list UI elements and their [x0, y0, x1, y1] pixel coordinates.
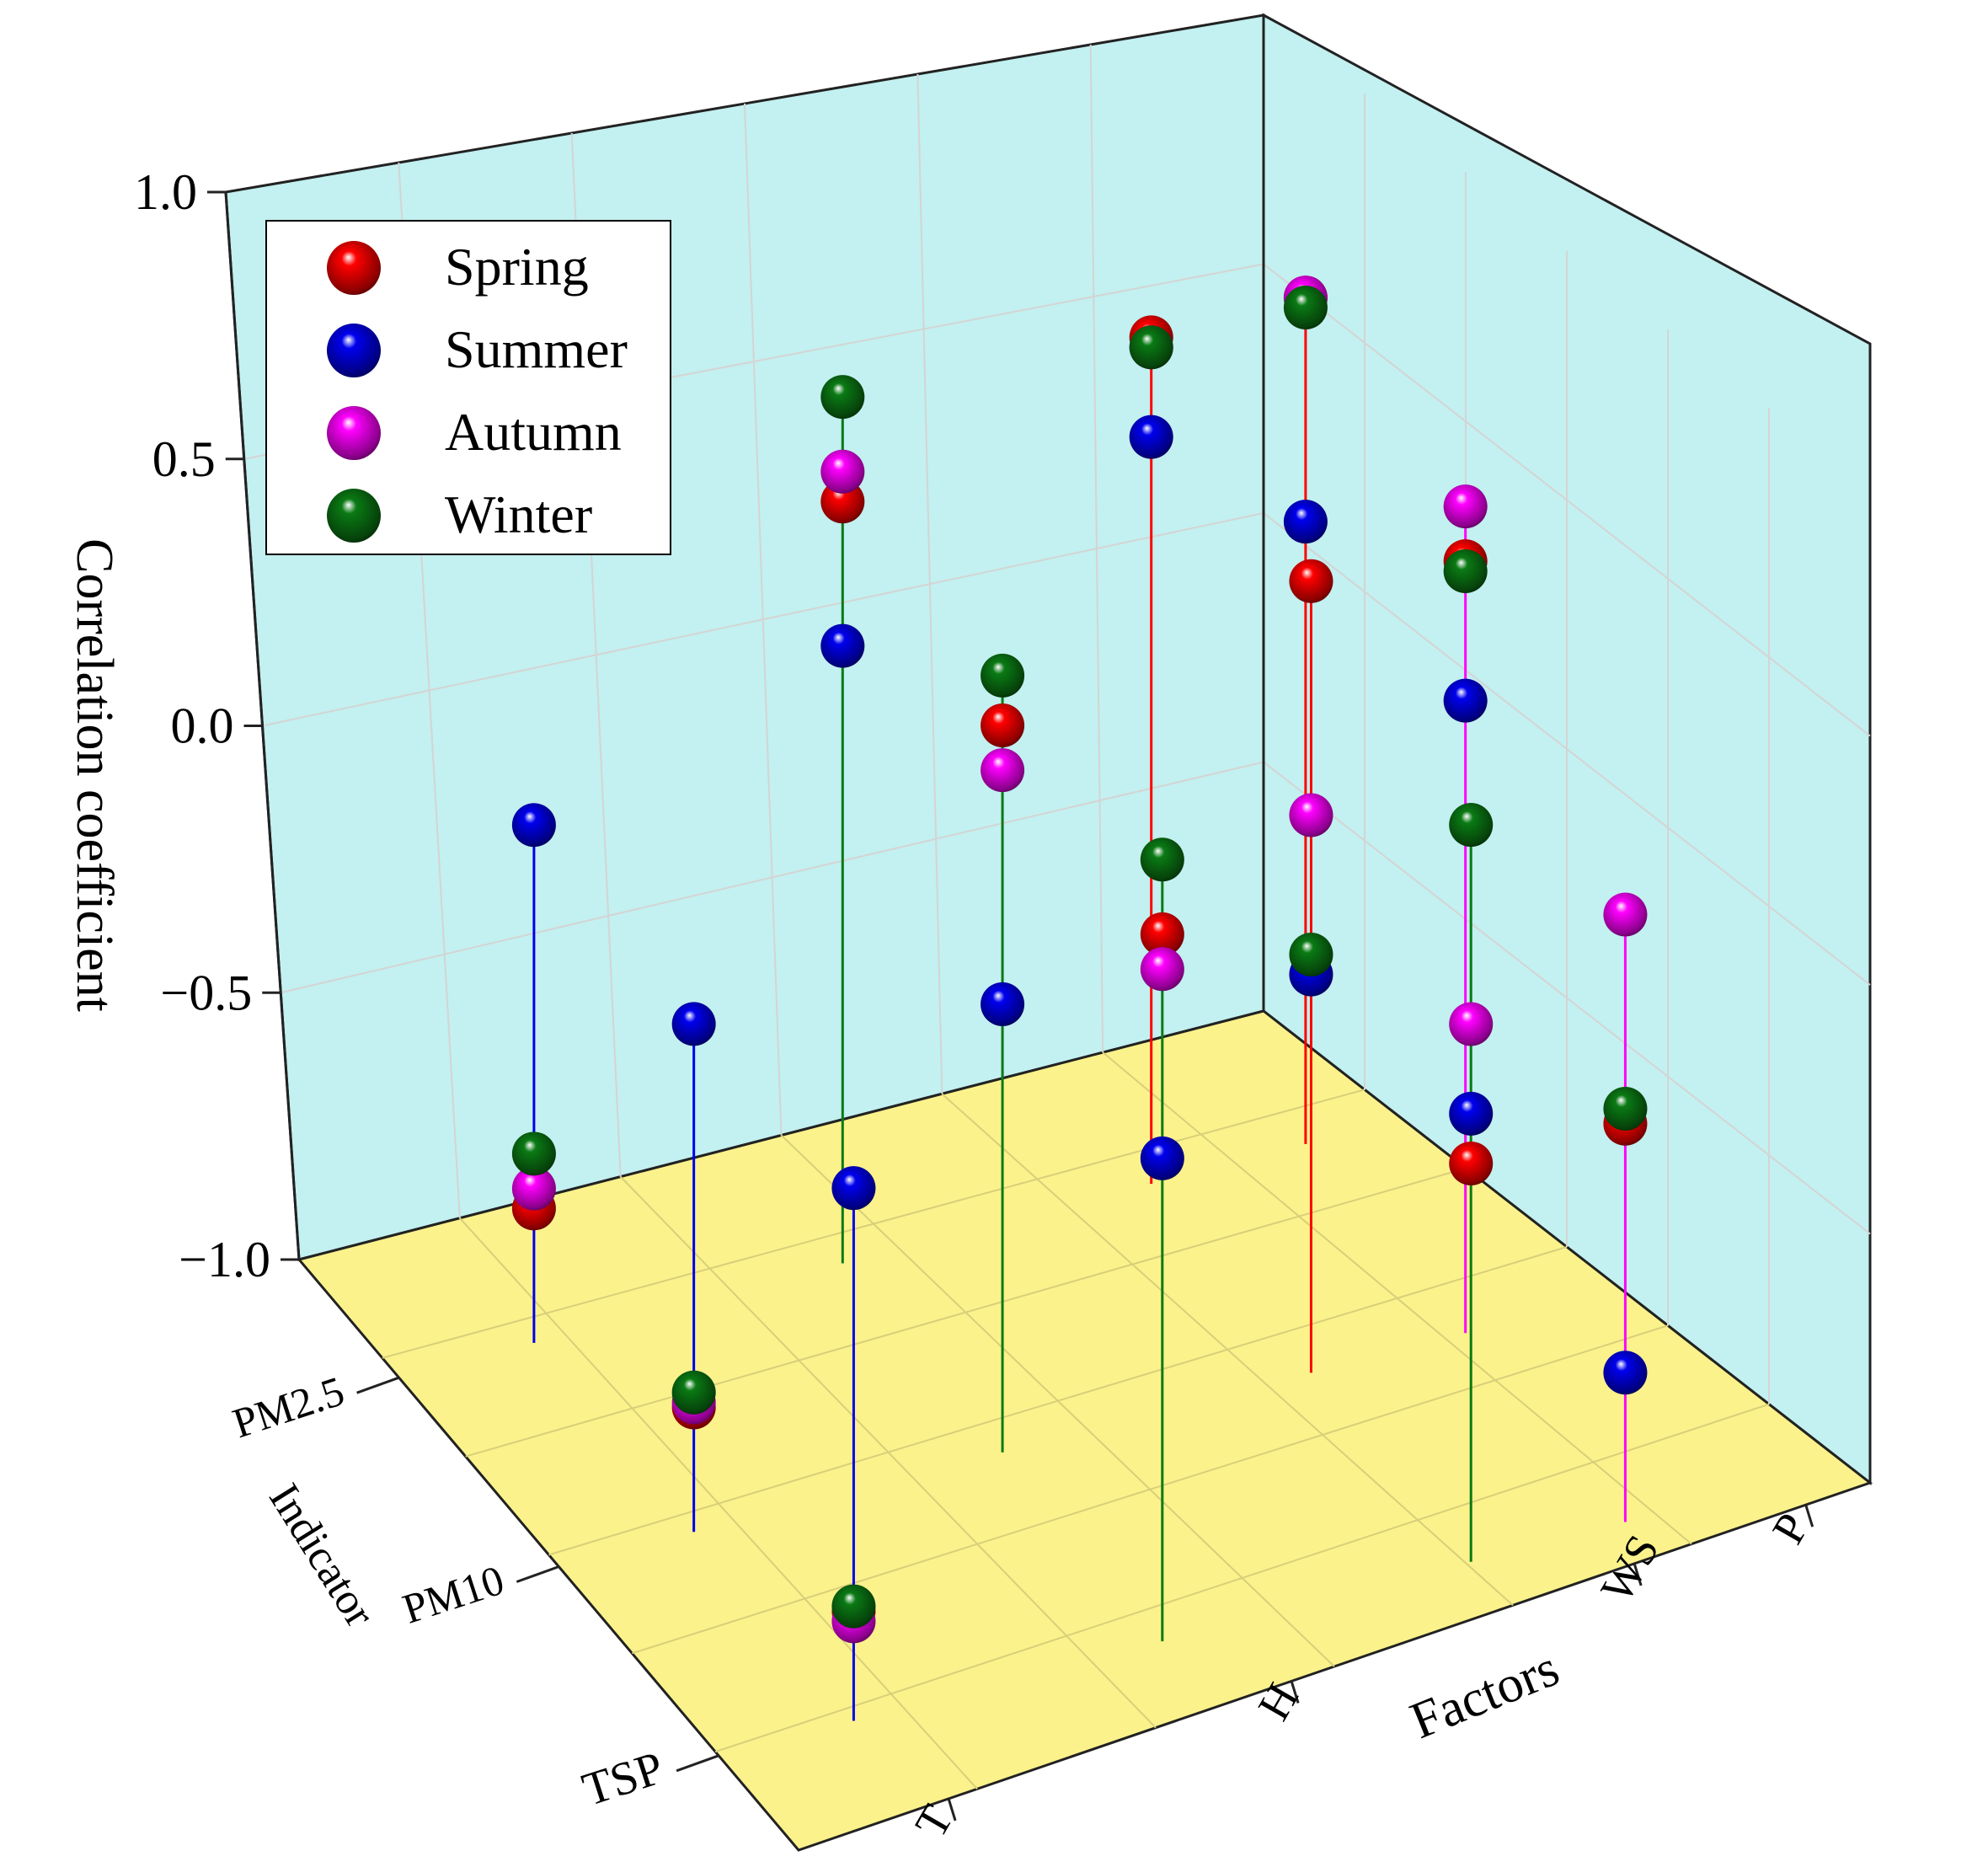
y-axis-title: Correlation coefficient: [66, 538, 123, 1012]
legend-label-winter: Winter: [445, 484, 592, 544]
factor-tick-mark: [1804, 1504, 1814, 1527]
data-point-summer: [1443, 678, 1488, 723]
grid-lines: [243, 44, 1871, 1790]
data-point-summer: [511, 803, 556, 848]
legend-marker-summer: [327, 324, 381, 377]
legend-label-summer: Summer: [445, 319, 628, 379]
indicator-tick-label: PM10: [397, 1556, 510, 1633]
factor-tick-mark: [1633, 1563, 1643, 1586]
factor-tick-mark: [1290, 1680, 1300, 1704]
data-point-winter: [1443, 548, 1488, 593]
data-point-summer: [1449, 1091, 1494, 1136]
indicator-tick-mark: [676, 1754, 719, 1773]
data-point-summer: [1129, 415, 1173, 459]
legend-marker-winter: [327, 489, 381, 543]
legend: Spring Summer Autumn Winter: [265, 220, 671, 555]
data-point-summer: [671, 1002, 716, 1046]
factor-tick-mark: [947, 1798, 957, 1822]
data-point-summer: [831, 1166, 876, 1211]
factor-tick-label: P: [1762, 1505, 1819, 1552]
y-tick-label: −0.5: [160, 965, 252, 1020]
data-point-winter: [1449, 803, 1494, 848]
data-point-spring: [1140, 912, 1184, 956]
data-point-autumn: [1449, 1002, 1494, 1046]
legend-label-autumn: Autumn: [445, 402, 622, 462]
indicator-tick-label: PM2.5: [227, 1367, 350, 1447]
y-tick-label: −1.0: [179, 1232, 270, 1287]
grid-line-left-wall-vertical: [917, 73, 943, 1094]
data-point-spring: [1289, 559, 1333, 603]
data-point-winter: [1603, 1087, 1648, 1131]
data-point-autumn: [1603, 892, 1648, 937]
data-point-summer: [1140, 1136, 1184, 1180]
data-point-spring: [1449, 1141, 1494, 1185]
data-point-summer: [1283, 500, 1328, 544]
data-point-autumn: [820, 449, 865, 494]
data-point-winter: [820, 375, 865, 420]
data-point-autumn: [1289, 793, 1333, 837]
data-point-winter: [1140, 837, 1184, 882]
x-axis-title: Factors: [1403, 1640, 1567, 1750]
data-point-winter: [671, 1370, 716, 1415]
data-point-winter: [1129, 325, 1173, 370]
data-point-winter: [1289, 932, 1333, 976]
y-tick-label: 0.0: [171, 698, 234, 754]
grid-line-left-wall-vertical: [1089, 44, 1104, 1053]
y-tick-label: 1.0: [134, 164, 197, 220]
legend-label-spring: Spring: [445, 237, 589, 297]
legend-marker-autumn: [327, 406, 381, 460]
data-point-autumn: [1140, 947, 1184, 992]
z-axis-title: Indicator: [259, 1476, 384, 1635]
indicator-tick-mark: [356, 1376, 400, 1394]
data-point-winter: [831, 1584, 876, 1629]
data-point-winter: [981, 653, 1025, 698]
data-point-summer: [1603, 1351, 1648, 1395]
data-point-winter: [1283, 286, 1328, 330]
data-point-autumn: [1443, 484, 1488, 529]
data-point-spring: [981, 703, 1025, 747]
data-point-summer: [820, 623, 865, 668]
points-layer: [511, 276, 1648, 1644]
y-tick-label: 0.5: [152, 431, 216, 487]
indicator-tick-mark: [516, 1565, 559, 1583]
grid-line-left-wall-vertical: [744, 103, 783, 1136]
data-point-autumn: [511, 1166, 556, 1211]
indicator-tick-label: TSP: [576, 1741, 670, 1816]
data-point-autumn: [981, 748, 1025, 793]
legend-marker-spring: [327, 241, 381, 295]
grid-line-floor: [714, 1403, 1770, 1753]
data-point-summer: [981, 982, 1025, 1026]
data-point-winter: [511, 1131, 556, 1176]
